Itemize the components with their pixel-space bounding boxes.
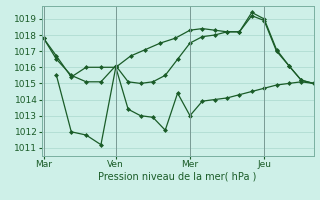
X-axis label: Pression niveau de la mer( hPa ): Pression niveau de la mer( hPa )	[99, 172, 257, 182]
